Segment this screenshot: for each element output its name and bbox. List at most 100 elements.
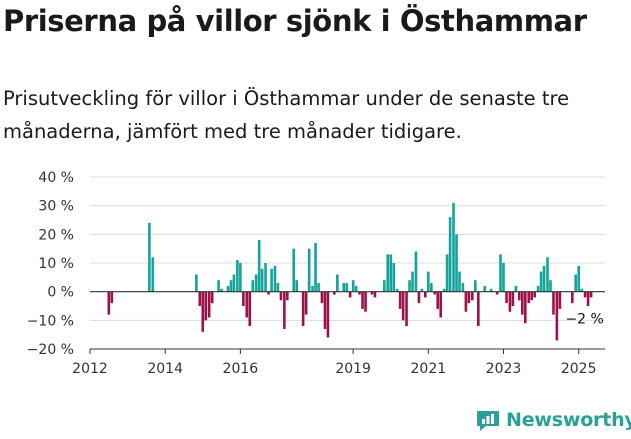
data-bar bbox=[239, 263, 242, 292]
x-tick-label: 2019 bbox=[335, 361, 371, 377]
data-bar bbox=[586, 291, 590, 306]
data-bar bbox=[273, 265, 277, 292]
data-bar bbox=[276, 283, 280, 292]
data-bar bbox=[539, 271, 543, 292]
y-tick-label: 20 % bbox=[38, 227, 74, 243]
data-bar bbox=[521, 291, 524, 315]
data-bar bbox=[345, 283, 349, 292]
data-bar bbox=[220, 288, 223, 292]
data-bar bbox=[514, 285, 518, 292]
data-bar bbox=[433, 291, 437, 295]
data-bar bbox=[467, 291, 471, 304]
data-bar bbox=[427, 271, 430, 292]
data-bar bbox=[395, 288, 399, 292]
data-bar bbox=[571, 291, 574, 304]
data-bar bbox=[555, 291, 559, 341]
data-bar bbox=[536, 285, 540, 292]
y-tick-label: −20 % bbox=[27, 342, 74, 358]
x-tick-label: 2025 bbox=[561, 361, 597, 377]
data-bar bbox=[210, 291, 214, 304]
data-bar bbox=[364, 291, 367, 312]
data-bar bbox=[201, 291, 205, 332]
price-change-bar-chart: 40 % 30 % 20 % 10 % 0 % −10 % −20 % 2012 2014 201… bbox=[27, 170, 605, 377]
data-bar bbox=[502, 263, 505, 292]
x-tick-label: 2016 bbox=[223, 361, 259, 377]
data-bar bbox=[326, 291, 330, 338]
data-bar bbox=[392, 263, 396, 292]
data-bar bbox=[107, 291, 111, 315]
data-bar bbox=[430, 283, 433, 292]
data-bar bbox=[414, 251, 418, 292]
data-bar bbox=[552, 291, 555, 315]
data-bar bbox=[304, 291, 308, 315]
data-bar bbox=[583, 291, 587, 298]
data-bar bbox=[533, 291, 536, 298]
data-bar bbox=[383, 280, 386, 292]
data-bar bbox=[354, 285, 358, 292]
data-bar bbox=[464, 291, 468, 312]
data-bar bbox=[495, 291, 499, 295]
data-bar bbox=[267, 291, 270, 295]
data-bar bbox=[389, 254, 393, 292]
data-bar bbox=[442, 288, 446, 292]
data-bar bbox=[483, 285, 487, 292]
data-bar bbox=[336, 274, 339, 292]
x-tick-label: 2014 bbox=[147, 361, 183, 377]
data-bar bbox=[314, 242, 317, 292]
data-bar bbox=[257, 240, 261, 292]
y-tick-label: 30 % bbox=[38, 199, 74, 215]
data-bar bbox=[401, 291, 405, 321]
data-bar bbox=[311, 285, 314, 292]
data-bar bbox=[242, 291, 245, 306]
data-bar bbox=[546, 257, 549, 292]
x-tick-label: 2021 bbox=[411, 361, 447, 377]
chart-title: Priserna på villor sjönk i Östhammar bbox=[3, 4, 587, 38]
data-bar bbox=[245, 291, 249, 318]
data-bar bbox=[574, 274, 577, 292]
data-bar bbox=[373, 291, 377, 298]
data-bar bbox=[348, 291, 352, 298]
data-bar bbox=[279, 291, 283, 301]
data-bar bbox=[317, 283, 320, 292]
data-bar bbox=[148, 222, 151, 292]
data-bar bbox=[320, 291, 324, 304]
data-bar bbox=[295, 280, 299, 292]
data-bar bbox=[110, 291, 114, 304]
data-bar bbox=[458, 271, 461, 292]
data-bar bbox=[307, 248, 311, 292]
data-bar bbox=[411, 271, 414, 292]
data-bar bbox=[342, 283, 346, 292]
data-bar bbox=[351, 280, 355, 292]
last-value-annotation: −2 % bbox=[565, 311, 603, 327]
data-bar bbox=[361, 291, 364, 309]
data-bar bbox=[558, 291, 562, 309]
data-bar bbox=[323, 291, 327, 329]
data-bar bbox=[248, 291, 252, 327]
data-bar bbox=[589, 291, 593, 298]
data-bar bbox=[417, 291, 421, 304]
data-bar bbox=[260, 268, 264, 292]
data-bar bbox=[452, 202, 455, 292]
data-bar bbox=[542, 265, 546, 292]
data-bar bbox=[499, 254, 502, 292]
data-bar bbox=[195, 274, 198, 292]
data-bar bbox=[517, 291, 521, 301]
data-bar bbox=[251, 280, 255, 292]
data-bar bbox=[420, 288, 424, 292]
data-bar bbox=[408, 280, 411, 292]
data-bar bbox=[333, 291, 336, 295]
data-bar bbox=[511, 291, 515, 306]
data-bar bbox=[455, 234, 458, 292]
data-bar bbox=[405, 291, 408, 327]
data-bar bbox=[207, 291, 211, 318]
data-bar bbox=[474, 280, 477, 292]
data-bar bbox=[461, 283, 465, 292]
data-bar bbox=[198, 291, 202, 306]
data-bar bbox=[292, 248, 296, 292]
data-bar bbox=[439, 291, 443, 318]
data-bar bbox=[398, 291, 402, 309]
y-tick-label: −10 % bbox=[27, 313, 74, 329]
data-bar bbox=[283, 291, 286, 329]
data-bar bbox=[217, 280, 220, 292]
newsworthy-logo[interactable]: Newsworthy bbox=[476, 408, 631, 432]
